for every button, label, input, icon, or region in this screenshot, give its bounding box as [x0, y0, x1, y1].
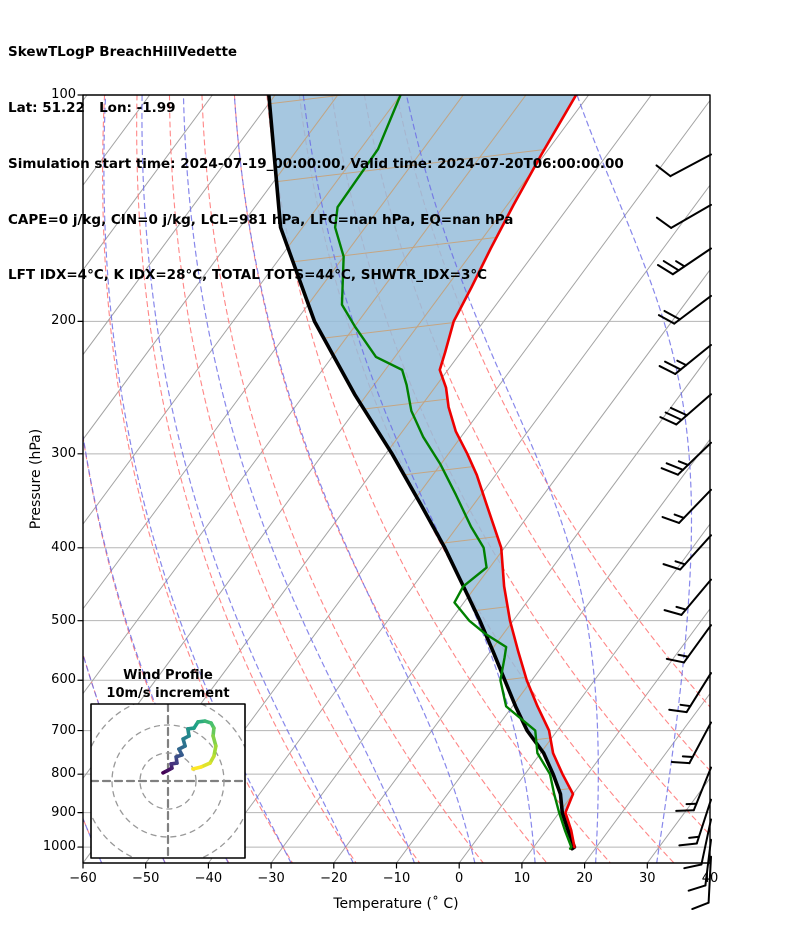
- pressure-tick-label: 500: [51, 612, 76, 628]
- pressure-tick-label: 1000: [42, 839, 76, 855]
- pressure-tick-label: 900: [51, 804, 76, 820]
- pressure-tick-label: 700: [51, 722, 76, 738]
- hodograph-subtitle: 10m/s increment: [106, 686, 230, 701]
- pressure-tick-label: 600: [51, 672, 76, 688]
- pressure-tick-label: 300: [51, 445, 76, 461]
- y-axis-label: Pressure (hPa): [28, 428, 44, 530]
- temperature-tick-label: −60: [69, 871, 97, 886]
- cape-cin-line: CAPE=0 j/kg, CIN=0 j/kg, LCL=981 hPa, LF…: [8, 211, 514, 228]
- temperature-tick-label: 30: [639, 871, 656, 886]
- temperature-tick-label: 0: [455, 871, 464, 886]
- temperature-tick-label: −40: [194, 871, 223, 886]
- figure-header: SkewTLogP BreachHillVedette Lat: 51.22 L…: [8, 6, 624, 322]
- pressure-tick-label: 400: [51, 539, 76, 555]
- temperature-tick-label: 40: [701, 871, 719, 886]
- temperature-tick-label: −50: [131, 871, 160, 886]
- x-axis-label: Temperature (˚ C): [333, 896, 459, 912]
- lat-lon-line: Lat: 51.22 Lon: -1.99: [8, 99, 176, 116]
- temperature-tick-label: −20: [320, 871, 348, 886]
- pressure-tick-label: 100: [51, 87, 76, 102]
- temperature-tick-label: 20: [576, 871, 593, 886]
- plot-title: SkewTLogP BreachHillVedette: [8, 44, 238, 61]
- sim-time-line: Simulation start time: 2024-07-19_00:00:…: [8, 155, 624, 172]
- pressure-tick-label: 800: [51, 766, 76, 782]
- pressure-tick-label: 200: [51, 313, 76, 329]
- temperature-tick-label: 10: [513, 871, 531, 886]
- indices-line: LFT IDX=4°C, K IDX=28°C, TOTAL TOTS=44°C…: [8, 267, 488, 284]
- temperature-tick-label: −10: [382, 871, 411, 886]
- hodograph-title: Wind Profile: [123, 668, 213, 683]
- temperature-tick-label: −30: [257, 871, 285, 886]
